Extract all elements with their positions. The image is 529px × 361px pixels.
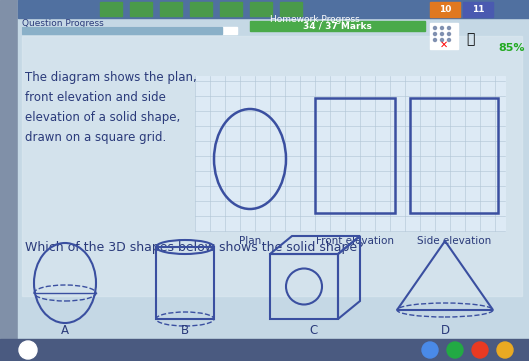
Bar [270, 254, 338, 319]
Bar [250, 21, 425, 31]
Text: 34 / 37 Marks: 34 / 37 Marks [303, 22, 371, 30]
Circle shape [422, 342, 438, 358]
Bar [430, 2, 460, 17]
Bar [220, 2, 242, 16]
Bar [22, 27, 222, 34]
Text: Plan: Plan [239, 236, 261, 246]
Bar [22, 36, 522, 296]
Circle shape [433, 32, 436, 35]
Bar [156, 247, 214, 319]
Text: Which of the 3D shapes below shows the solid shape?: Which of the 3D shapes below shows the s… [25, 241, 364, 254]
Bar [100, 2, 122, 16]
Bar [430, 23, 458, 49]
Circle shape [441, 39, 443, 42]
Circle shape [441, 26, 443, 30]
Text: D: D [441, 325, 450, 338]
Circle shape [448, 39, 451, 42]
Bar [315, 98, 395, 213]
Circle shape [447, 342, 463, 358]
Circle shape [433, 26, 436, 30]
Circle shape [19, 341, 37, 359]
Text: 10: 10 [439, 5, 451, 14]
Bar [18, 0, 529, 18]
Bar [22, 27, 237, 34]
Circle shape [433, 39, 436, 42]
Circle shape [448, 32, 451, 35]
Text: Question Progress: Question Progress [22, 19, 104, 29]
Text: Side elevation: Side elevation [417, 236, 491, 246]
Text: C: C [310, 325, 318, 338]
Text: B: B [181, 325, 189, 338]
Bar [0, 0, 18, 361]
Bar [190, 2, 212, 16]
Circle shape [441, 32, 443, 35]
Circle shape [497, 342, 513, 358]
Circle shape [472, 342, 488, 358]
Bar [463, 2, 493, 17]
Bar [0, 339, 529, 361]
Text: ✕: ✕ [440, 40, 448, 50]
Text: Homework Progress: Homework Progress [270, 16, 360, 25]
Bar [195, 76, 505, 231]
Bar [160, 2, 182, 16]
Text: Front elevation: Front elevation [316, 236, 394, 246]
Text: 🏆: 🏆 [466, 32, 474, 46]
Circle shape [448, 26, 451, 30]
Text: 85%: 85% [498, 43, 524, 53]
Bar [410, 98, 498, 213]
Text: 11: 11 [472, 5, 484, 14]
Text: A: A [61, 325, 69, 338]
Bar [250, 2, 272, 16]
Bar [130, 2, 152, 16]
Bar [280, 2, 302, 16]
Text: The diagram shows the plan,
front elevation and side
elevation of a solid shape,: The diagram shows the plan, front elevat… [25, 71, 197, 144]
